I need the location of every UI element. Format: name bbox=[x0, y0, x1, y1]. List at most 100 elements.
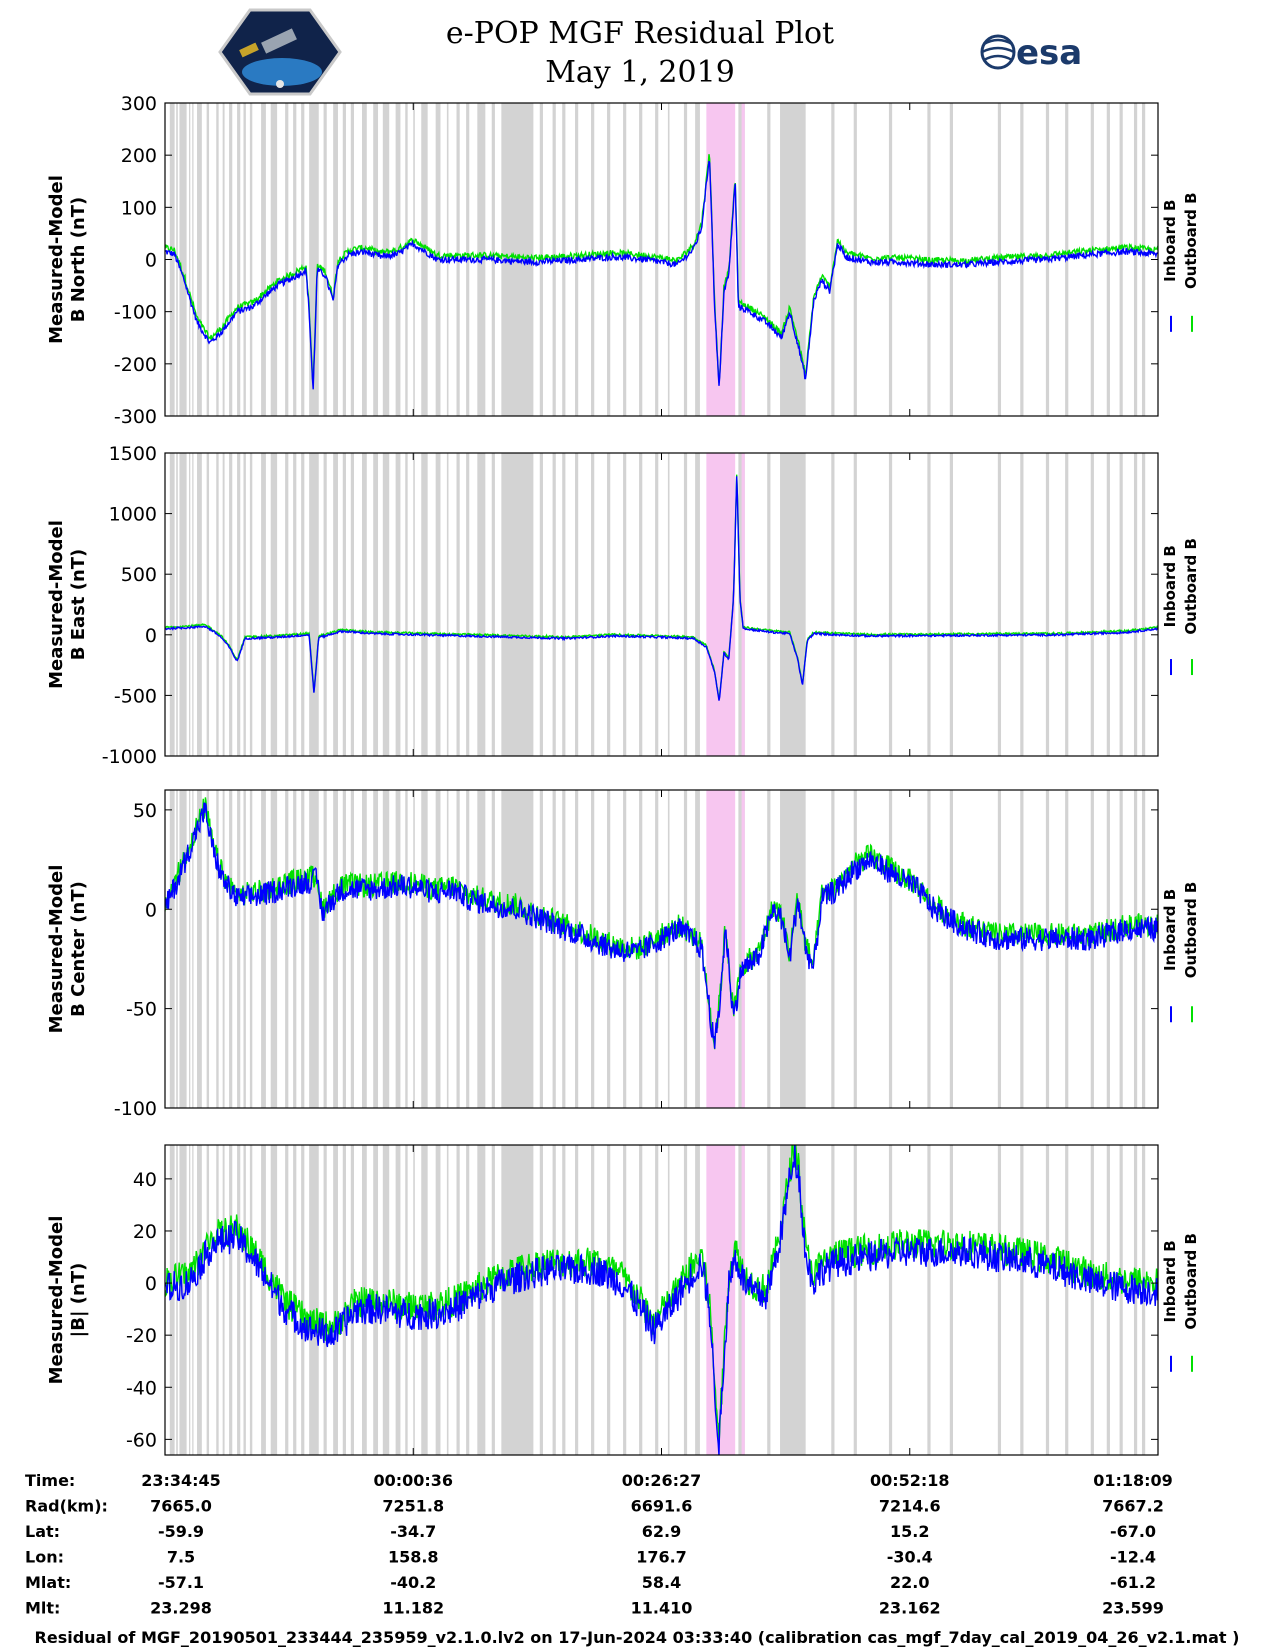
gap-band bbox=[466, 790, 470, 1108]
gap-band bbox=[575, 453, 579, 756]
event-band bbox=[706, 453, 736, 756]
info-cell: 23.599 bbox=[1102, 1599, 1164, 1618]
legend-label-inboard: Inboard B bbox=[1161, 545, 1179, 627]
gap-band bbox=[623, 1145, 627, 1455]
info-cell: 6691.6 bbox=[631, 1497, 693, 1516]
gap-band bbox=[1106, 1145, 1110, 1455]
gap-band bbox=[446, 453, 449, 756]
gap-band bbox=[206, 1145, 210, 1455]
gap-band bbox=[1141, 453, 1146, 756]
gap-band bbox=[683, 453, 688, 756]
gap-band bbox=[1045, 453, 1050, 756]
gap-band bbox=[667, 790, 670, 1108]
gap-band bbox=[695, 453, 700, 756]
gap-band bbox=[323, 790, 327, 1108]
info-row-label: Rad(km): bbox=[25, 1497, 108, 1516]
gap-band bbox=[695, 103, 700, 416]
info-row: Rad(km): 7665.0 7251.8 6691.6 7214.6 7667.2 bbox=[25, 1497, 1164, 1516]
gap-band bbox=[767, 1145, 771, 1455]
gap-band bbox=[192, 790, 194, 1108]
y-axis-label: Measured-Model bbox=[46, 1216, 67, 1385]
gap-band bbox=[229, 453, 233, 756]
gap-band bbox=[888, 453, 893, 756]
gap-band bbox=[539, 453, 543, 756]
gap-band bbox=[395, 790, 401, 1108]
series-inboard-b bbox=[165, 802, 1158, 1049]
gap-band bbox=[1119, 453, 1123, 756]
gap-band bbox=[780, 1145, 806, 1455]
info-row: Mlt: 23.298 11.182 11.410 23.162 23.599 bbox=[25, 1599, 1164, 1618]
gap-band bbox=[350, 453, 354, 756]
gap-band bbox=[853, 453, 857, 756]
legend: Inboard B Outboard B bbox=[1161, 538, 1200, 676]
data-gap-shading bbox=[169, 1145, 1146, 1455]
gap-band bbox=[1065, 790, 1069, 1108]
gap-band bbox=[1141, 790, 1146, 1108]
gap-band bbox=[342, 453, 346, 756]
gap-band bbox=[683, 790, 688, 1108]
gap-band bbox=[179, 790, 187, 1108]
legend-label-inboard: Inboard B bbox=[1161, 889, 1179, 971]
info-cell: 00:00:36 bbox=[373, 1471, 453, 1490]
gap-band bbox=[927, 453, 931, 756]
gap-band bbox=[395, 103, 401, 416]
gap-band bbox=[552, 453, 556, 756]
gap-band bbox=[831, 1145, 835, 1455]
gap-band bbox=[446, 790, 449, 1108]
gap-band bbox=[1020, 1145, 1024, 1455]
gap-band bbox=[192, 1145, 194, 1455]
gap-band bbox=[179, 453, 187, 756]
info-row-label: Lon: bbox=[25, 1548, 64, 1567]
gap-band bbox=[309, 790, 319, 1108]
y-axis-label: Measured-Model bbox=[46, 865, 67, 1034]
gap-band bbox=[197, 453, 202, 756]
gap-band bbox=[456, 790, 460, 1108]
gap-band bbox=[301, 103, 305, 416]
series-inboard-b bbox=[165, 476, 1158, 701]
y-tick-label: 500 bbox=[121, 564, 157, 586]
gap-band bbox=[243, 453, 246, 756]
info-cell: 7667.2 bbox=[1102, 1497, 1164, 1516]
event-band bbox=[741, 1145, 745, 1455]
gap-band bbox=[169, 103, 175, 416]
gap-band bbox=[293, 453, 297, 756]
info-cell: -67.0 bbox=[1110, 1522, 1156, 1541]
gap-band bbox=[189, 103, 191, 416]
gap-band bbox=[1119, 103, 1123, 416]
y-tick-label: 40 bbox=[133, 1169, 157, 1191]
gap-band bbox=[405, 103, 408, 416]
gap-band bbox=[413, 790, 415, 1108]
gap-band bbox=[591, 453, 595, 756]
gap-band bbox=[270, 103, 278, 416]
data-gap-shading bbox=[169, 790, 1146, 1108]
gap-band bbox=[435, 103, 441, 416]
y-axis-label: |B| (nT) bbox=[68, 1263, 89, 1338]
gap-band bbox=[169, 790, 175, 1108]
gap-band bbox=[237, 453, 241, 756]
gap-band bbox=[197, 1145, 202, 1455]
info-cell: 158.8 bbox=[388, 1548, 439, 1567]
y-tick-label: -100 bbox=[114, 302, 157, 324]
info-cell: 23.162 bbox=[879, 1599, 941, 1618]
gap-band bbox=[1045, 1145, 1050, 1455]
gap-band bbox=[780, 453, 806, 756]
info-cell: 176.7 bbox=[636, 1548, 687, 1567]
gap-band bbox=[683, 103, 688, 416]
gap-band bbox=[373, 103, 379, 416]
gap-band bbox=[176, 1145, 178, 1455]
gap-band bbox=[1119, 790, 1123, 1108]
gap-band bbox=[395, 453, 401, 756]
gap-band bbox=[683, 1145, 688, 1455]
series-lines bbox=[165, 474, 1158, 701]
gap-band bbox=[780, 790, 806, 1108]
gap-band bbox=[189, 453, 191, 756]
info-cell: 11.410 bbox=[631, 1599, 693, 1618]
y-tick-label: 200 bbox=[121, 145, 157, 167]
gap-band bbox=[552, 1145, 556, 1455]
gap-band bbox=[189, 1145, 191, 1455]
y-tick-label: -500 bbox=[114, 685, 157, 707]
gap-band bbox=[562, 1145, 566, 1455]
gap-band bbox=[333, 790, 338, 1108]
gap-band bbox=[405, 453, 408, 756]
y-tick-label: 0 bbox=[145, 625, 157, 647]
